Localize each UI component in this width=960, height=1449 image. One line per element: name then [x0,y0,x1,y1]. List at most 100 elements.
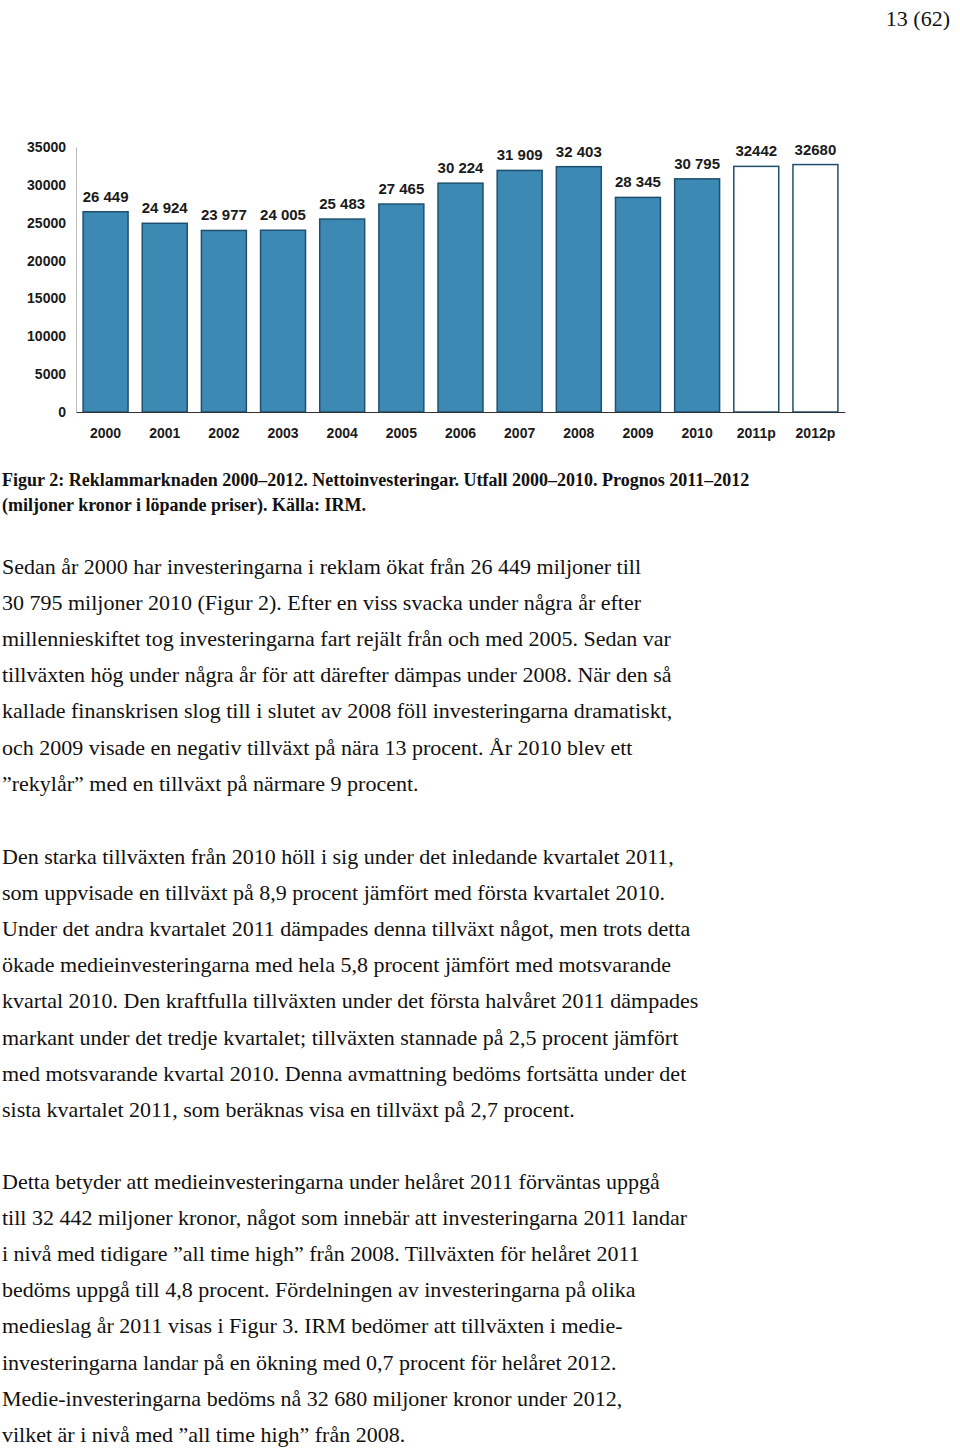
data-label: 24 005 [260,206,306,223]
text-line: Detta betyder att medieinvesteringarna u… [2,1169,660,1194]
bar [83,212,128,412]
page-number: 13 (62) [886,6,950,31]
x-tick-label: 2011p [737,425,776,441]
caption-line: Figur 2: Reklammarknaden 2000–2012. Nett… [2,470,749,490]
bars [83,165,838,412]
data-label: 30 224 [438,159,485,176]
x-axis: 2000 2001 2002 2003 2004 2005 2006 2007 2008 2009… [77,412,846,441]
bar [438,183,483,412]
y-tick: 5000 [35,366,76,382]
bar [793,165,838,412]
data-label: 23 977 [201,206,247,223]
data-labels: 26 449 24 924 23 977 24 005 25 483 27 465 30 2… [83,141,837,224]
y-axis: 0 5000 10000 15000 20000 25000 30000 35000 [27,139,76,420]
x-tick: 2010 [682,412,713,441]
text-line: till 32 442 miljoner kronor, något som i… [2,1205,688,1230]
y-tick-label: 10000 [27,328,66,344]
chart: 0500010000150002000025000300003500020002… [27,139,845,441]
text-line: Medie-investeringarna bedöms nå 32 680 m… [2,1386,622,1411]
x-tick: 2007 [504,412,535,441]
text-line: medieslag år 2011 visas i Figur 3. IRM b… [2,1313,623,1338]
x-tick-label: 2000 [90,425,121,441]
caption: Figur 2: Reklammarknaden 2000–2012. Nett… [2,470,749,516]
data-label: 32442 [735,142,777,159]
text-line: millennieskiftet tog investeringarna far… [2,626,672,651]
y-tick: 0 [58,404,76,420]
y-tick: 20000 [27,253,76,269]
y-tick: 35000 [27,139,76,155]
y-tick: 30000 [27,177,76,193]
y-tick-label: 15000 [27,290,66,306]
bar [142,223,187,412]
bar [734,166,779,412]
data-label: 27 465 [378,180,424,197]
caption-line: (miljoner kronor i löpande priser). Käll… [2,495,366,516]
data-label: 30 795 [674,155,720,172]
text-line: investeringarna landar på en ökning med … [2,1350,617,1375]
x-tick: 2008 [563,412,594,441]
x-tick: 2002 [208,412,239,441]
bar [556,167,601,412]
data-label: 32680 [795,141,837,158]
x-tick: 2003 [267,412,298,441]
x-tick: 2012p [796,412,836,441]
y-tick-label: 25000 [27,215,66,231]
x-tick: 2001 [149,412,180,441]
text-line: 30 795 miljoner 2010 (Figur 2). Efter en… [2,590,642,615]
bar [261,230,306,412]
paragraph: Detta betyder att medieinvesteringarna u… [2,1169,688,1447]
x-tick-label: 2006 [445,425,476,441]
x-tick: 2000 [90,412,121,441]
text-line: tillväxten hög under några år för att dä… [2,662,672,687]
y-tick: 15000 [27,290,76,306]
y-tick-label: 35000 [27,139,66,155]
bar [379,204,424,412]
text-line: markant under det tredje kvartalet; till… [2,1025,678,1050]
x-tick: 2006 [445,412,476,441]
y-axis-line [76,148,77,413]
data-label: 31 909 [497,146,543,163]
text-line: och 2009 visade en negativ tillväxt på n… [2,735,632,760]
text-line: bedöms uppgå till 4,8 procent. Fördelnin… [2,1277,636,1302]
data-label: 25 483 [319,195,365,212]
bar [497,170,542,412]
x-tick-label: 2004 [327,425,358,441]
x-tick: 2009 [622,412,653,441]
x-tick: 2004 [327,412,358,441]
body: Sedan år 2000 har investeringarna i rekl… [2,554,698,1447]
text-line: med motsvarande kvartal 2010. Denna avma… [2,1061,686,1086]
data-label: 24 924 [142,199,189,216]
y-tick-label: 5000 [35,366,66,382]
bar [615,197,660,412]
y-tick: 10000 [27,328,76,344]
x-tick-label: 2012p [796,425,836,441]
text-line: Under det andra kvartalet 2011 dämpades … [2,916,691,941]
x-tick-label: 2003 [267,425,298,441]
bar [675,179,720,412]
x-tick-label: 2007 [504,425,535,441]
x-tick-label: 2005 [386,425,417,441]
text-line: vilket är i nivå med ”all time high” frå… [2,1422,405,1447]
data-label: 32 403 [556,143,602,160]
y-tick-label: 30000 [27,177,66,193]
data-label: 26 449 [83,188,129,205]
text-line: ökade medieinvesteringarna med hela 5,8 … [2,952,671,977]
x-tick-label: 2010 [682,425,713,441]
x-tick-label: 2001 [149,425,180,441]
data-label: 28 345 [615,173,661,190]
bar [201,230,246,412]
page: 13 (62) 0 5000 10000 15000 20000 25000 30000 350… [0,0,960,1449]
text-line: som uppvisade en tillväxt på 8,9 procent… [2,880,665,905]
text-line: sista kvartalet 2011, som beräknas visa … [2,1097,575,1122]
text-line: ”rekylår” med en tillväxt på närmare 9 p… [2,771,419,796]
y-tick: 25000 [27,215,76,231]
x-tick-label: 2009 [622,425,653,441]
paragraph: Den starka tillväxten från 2010 höll i s… [2,844,698,1122]
text-line: kallade finanskrisen slog till i slutet … [2,698,672,723]
text-line: kvartal 2010. Den kraftfulla tillväxten … [2,988,698,1013]
text-line: i nivå med tidigare ”all time high” från… [2,1241,640,1266]
paragraph: Sedan år 2000 har investeringarna i rekl… [2,554,672,796]
y-tick-label: 0 [58,404,66,420]
x-axis-line [77,412,846,413]
text-line: Sedan år 2000 har investeringarna i rekl… [2,554,641,579]
